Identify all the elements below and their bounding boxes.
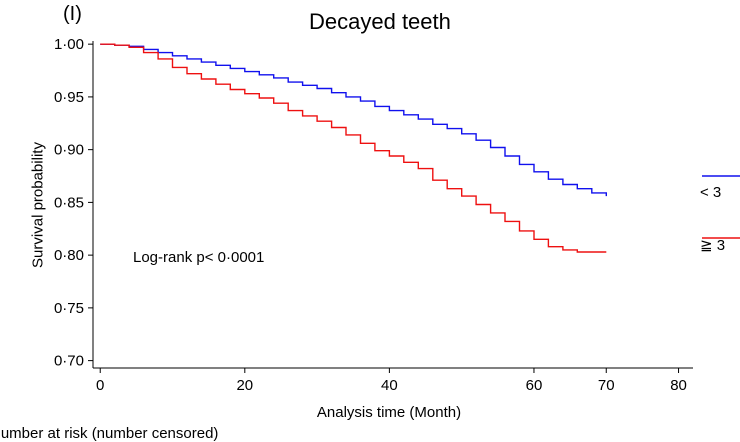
series-line-1 — [100, 43, 607, 197]
y-tick-label: 0·80 — [54, 247, 84, 264]
log-rank-annotation: Log-rank p< 0·0001 — [133, 249, 265, 266]
chart-title: Decayed teeth — [309, 9, 451, 34]
panel-label: (I) — [63, 3, 82, 25]
y-tick-label: 0·90 — [54, 142, 84, 159]
x-tick-label: 70 — [598, 377, 615, 394]
x-tick-label: 40 — [381, 377, 398, 394]
y-axis-label: Survival probability — [29, 142, 47, 268]
y-tick-label: 0·70 — [54, 353, 84, 370]
legend-label-group2: ≧ 3 — [700, 237, 726, 254]
legend-label-group1: < 3 — [700, 184, 722, 201]
y-tick-label: 0·85 — [54, 194, 84, 211]
x-tick-label: 20 — [236, 377, 253, 394]
number-at-risk-caption: Number at risk (number censored) — [0, 425, 219, 442]
y-tick-label: 0·75 — [54, 300, 84, 317]
y-tick-label: 0·95 — [54, 89, 84, 106]
x-axis-label: Analysis time (Month) — [316, 404, 462, 421]
x-tick-label: 60 — [526, 377, 543, 394]
x-tick-label: 0 — [96, 377, 104, 394]
x-tick-label: 80 — [670, 377, 687, 394]
survival-chart: 1·00 0·95 0·90 0·85 0·80 0·75 0·70 0 20 40 60 70 80 — [54, 36, 740, 394]
series-line-2 — [100, 43, 607, 253]
y-tick-label: 1·00 — [54, 36, 84, 53]
